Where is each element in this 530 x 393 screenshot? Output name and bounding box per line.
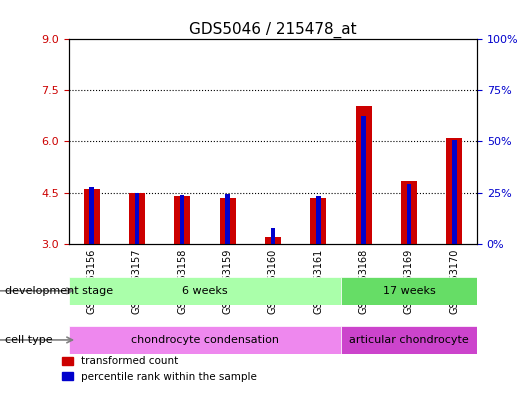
Bar xyxy=(407,184,411,244)
Bar xyxy=(446,138,462,244)
Text: development stage: development stage xyxy=(5,286,113,296)
Text: chondrocyte condensation: chondrocyte condensation xyxy=(131,335,279,345)
Bar xyxy=(311,198,326,244)
Bar xyxy=(341,326,477,354)
Bar xyxy=(452,140,456,244)
Bar xyxy=(401,181,417,244)
Bar xyxy=(219,198,235,244)
Bar xyxy=(271,228,275,244)
Bar xyxy=(356,106,372,244)
Bar xyxy=(69,326,341,354)
Bar xyxy=(90,187,94,244)
Bar xyxy=(84,189,100,244)
Text: 6 weeks: 6 weeks xyxy=(182,286,228,296)
Bar xyxy=(174,196,190,244)
Text: articular chondrocyte: articular chondrocyte xyxy=(349,335,469,345)
Title: GDS5046 / 215478_at: GDS5046 / 215478_at xyxy=(189,22,357,38)
Bar xyxy=(265,237,281,244)
Bar xyxy=(180,195,184,244)
Bar xyxy=(129,193,145,244)
Bar xyxy=(316,196,321,244)
Legend: transformed count, percentile rank within the sample: transformed count, percentile rank withi… xyxy=(58,352,261,386)
Text: 17 weeks: 17 weeks xyxy=(383,286,435,296)
Bar xyxy=(361,116,366,244)
Bar xyxy=(135,193,139,244)
Bar xyxy=(69,277,341,305)
Text: cell type: cell type xyxy=(5,335,53,345)
Bar xyxy=(341,277,477,305)
Bar xyxy=(225,194,230,244)
